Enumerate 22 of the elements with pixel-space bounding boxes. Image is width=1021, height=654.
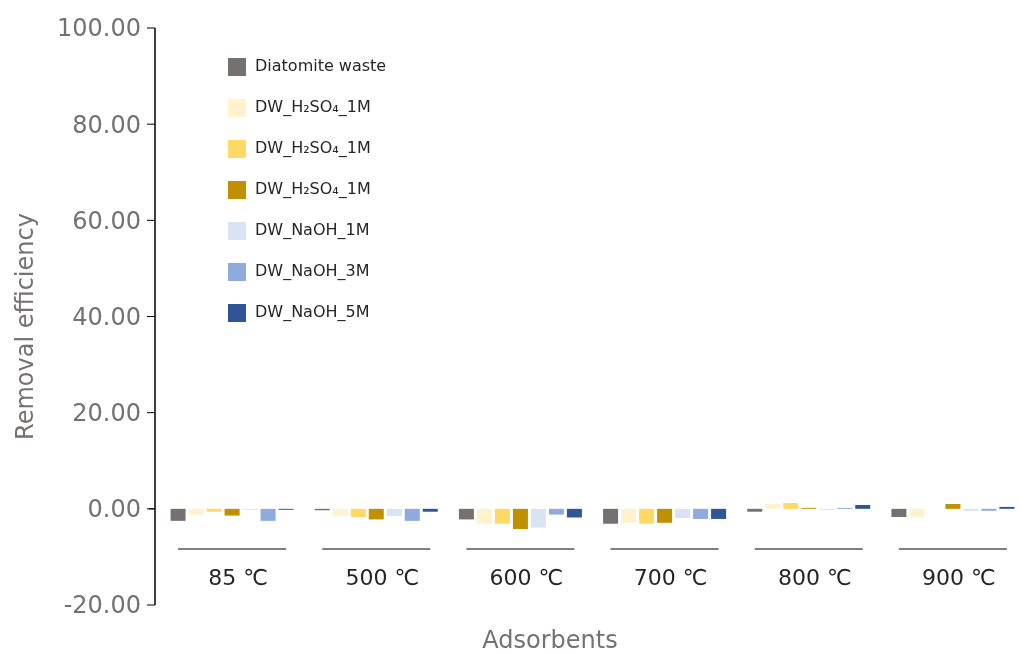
x-tick-label: 800 ℃ [777, 565, 852, 590]
x-axis-title: Adsorbents [482, 626, 618, 654]
x-tick-label: 900 ℃ [922, 565, 996, 590]
y-tick-label: 20.00 [72, 399, 141, 428]
legend-label: DW_H₂SO₄_1M [255, 138, 371, 158]
x-tick-label: 700 ℃ [633, 565, 708, 590]
y-axis-title: Removal efficiency [11, 213, 39, 440]
legend-label: DW_NaOH_1M [255, 220, 370, 240]
legend-label: DW_H₂SO₄_1M [255, 97, 371, 117]
y-tick-label: 0.00 [87, 495, 141, 524]
legend-label: Diatomite waste [255, 56, 387, 75]
y-tick-label: 80.00 [72, 110, 141, 139]
x-tick-label: 85 ℃ [208, 565, 268, 590]
x-tick-label: 500 ℃ [345, 565, 420, 590]
legend-label: DW_H₂SO₄_1M [255, 179, 371, 199]
legend-label: DW_NaOH_5M [255, 302, 370, 322]
y-tick-label: 60.00 [72, 206, 141, 235]
y-tick-label: -20.00 [63, 591, 141, 620]
x-tick-label: 600 ℃ [489, 565, 564, 590]
y-tick-label: 40.00 [72, 302, 141, 331]
y-tick-label: 100.00 [57, 14, 141, 43]
legend-label: DW_NaOH_3M [255, 261, 370, 281]
